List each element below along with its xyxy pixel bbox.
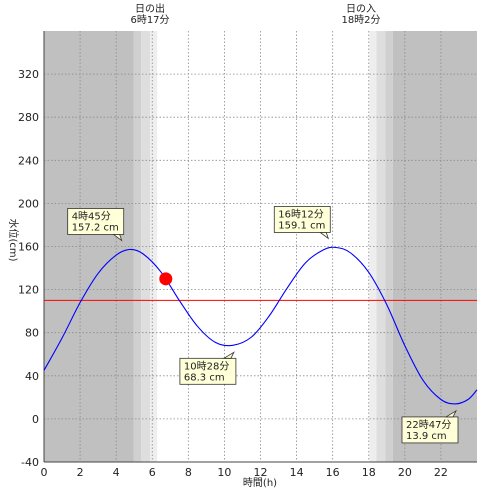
annotation-box xyxy=(179,357,237,385)
x-tick-label: 12 xyxy=(254,466,268,479)
annotation-time: 4時45分 xyxy=(72,211,111,223)
annotation-pointer xyxy=(222,351,235,359)
series-group xyxy=(43,246,478,405)
x-tick-label: 20 xyxy=(398,466,412,479)
x-tick-label: 6 xyxy=(149,466,156,479)
annotation-pointer xyxy=(112,234,123,242)
y-tick-label: 320 xyxy=(18,68,39,81)
day-night-bands xyxy=(44,31,477,462)
x-tick-labels: 0 2 4 6 8 10 12 14 16 18 20 22 xyxy=(41,466,448,479)
annotation-value: 159.1 cm xyxy=(278,220,325,231)
plot-frame xyxy=(43,31,477,463)
annotation-value: 13.9 cm xyxy=(406,431,447,442)
night-band-morning xyxy=(44,31,134,462)
y-tick-label: -40 xyxy=(21,456,39,469)
y-tick-label: 280 xyxy=(18,111,39,124)
night-band-evening xyxy=(392,31,477,462)
tide-line xyxy=(43,246,478,405)
x-tick-label: 14 xyxy=(290,466,304,479)
annotation-box xyxy=(67,208,125,235)
annotation-time: 22時47分 xyxy=(406,419,451,431)
annotation-time: 10時28分 xyxy=(184,360,229,372)
x-tick-label: 2 xyxy=(77,466,84,479)
annotation-value: 157.2 cm xyxy=(72,223,119,234)
y-tick-label: 0 xyxy=(32,413,39,426)
y-tick-label: 160 xyxy=(18,241,39,254)
sunrise-time: 6時17分 xyxy=(130,14,169,26)
x-tick-label: 16 xyxy=(326,466,340,479)
day-band xyxy=(157,31,370,462)
annotation-pointer xyxy=(444,409,457,418)
x-tick-label: 4 xyxy=(113,466,120,479)
current-point-marker xyxy=(159,272,173,286)
twilight-band-evening-1 xyxy=(369,31,377,462)
y-tick-labels: -40 0 40 80 120 160 200 240 280 320 xyxy=(18,68,39,469)
sunset-label: 日の入 xyxy=(346,4,376,15)
sunset-time: 18時2分 xyxy=(341,14,380,26)
x-axis-title: 時間(h) xyxy=(243,477,277,489)
twilight-band-morning-1 xyxy=(133,31,142,462)
y-tick-label: 80 xyxy=(25,327,39,340)
current-point-group xyxy=(159,272,173,286)
y-tick-label: 120 xyxy=(18,284,39,297)
y-tick-label: 240 xyxy=(18,154,39,167)
x-tick-label: 10 xyxy=(217,466,231,479)
y-tick-label: 40 xyxy=(25,370,39,383)
x-tick-label: 0 xyxy=(41,466,48,479)
x-tick-label: 18 xyxy=(362,466,376,479)
annotation-box xyxy=(401,416,459,444)
x-tick-label: 8 xyxy=(185,466,192,479)
x-tick-label: 22 xyxy=(434,466,448,479)
annotation-time: 16時12分 xyxy=(278,208,323,220)
twilight-band-evening-3 xyxy=(385,31,393,462)
sunrise-label: 日の出 xyxy=(135,2,165,15)
annotation-box xyxy=(273,206,331,233)
y-tick-label: 200 xyxy=(18,197,39,210)
annotation-value: 68.3 cm xyxy=(184,372,225,383)
annotation-pointer xyxy=(319,232,330,240)
y-axis-title: 水位(cm) xyxy=(7,218,20,261)
